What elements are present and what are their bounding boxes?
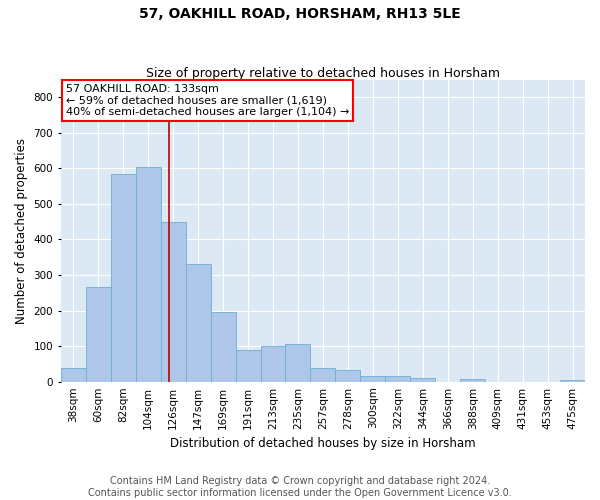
Bar [361,376,385,382]
Title: Size of property relative to detached houses in Horsham: Size of property relative to detached ho… [146,66,500,80]
Bar [211,312,236,382]
Bar [185,264,211,382]
Bar [385,376,410,382]
Bar [111,174,136,382]
Y-axis label: Number of detached properties: Number of detached properties [15,138,28,324]
Bar [136,168,161,382]
Bar [86,288,111,382]
Bar [236,350,260,382]
Bar [560,380,585,382]
Text: 57, OAKHILL ROAD, HORSHAM, RH13 5LE: 57, OAKHILL ROAD, HORSHAM, RH13 5LE [139,8,461,22]
Bar [61,368,86,382]
Text: Contains HM Land Registry data © Crown copyright and database right 2024.
Contai: Contains HM Land Registry data © Crown c… [88,476,512,498]
Text: 57 OAKHILL ROAD: 133sqm
← 59% of detached houses are smaller (1,619)
40% of semi: 57 OAKHILL ROAD: 133sqm ← 59% of detache… [66,84,349,117]
X-axis label: Distribution of detached houses by size in Horsham: Distribution of detached houses by size … [170,437,476,450]
Bar [460,379,485,382]
Bar [335,370,361,382]
Bar [410,378,435,382]
Bar [260,346,286,382]
Bar [286,344,310,382]
Bar [161,222,185,382]
Bar [310,368,335,382]
